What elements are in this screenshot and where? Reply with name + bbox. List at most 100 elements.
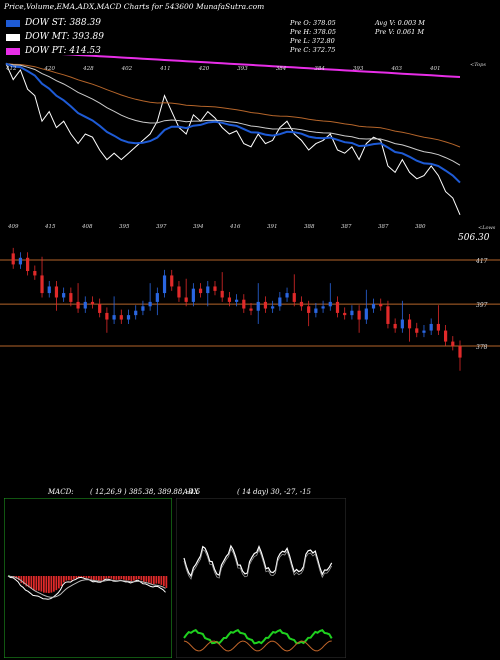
candle-body bbox=[407, 319, 412, 329]
low-label: 408 bbox=[81, 224, 93, 230]
ema-short-line bbox=[5, 62, 461, 184]
stat-pre-open: Pre O: 378.05 bbox=[290, 19, 336, 27]
candle-body bbox=[76, 301, 80, 309]
candle-body bbox=[393, 323, 397, 329]
top-label: 428 bbox=[82, 66, 94, 72]
price-marker: 506.30 bbox=[458, 233, 490, 243]
low-label: 380 bbox=[415, 224, 426, 230]
legend-dow-pt: DOW PT: 414.53 bbox=[6, 46, 101, 56]
candle-body bbox=[256, 301, 260, 311]
candle-body bbox=[69, 293, 73, 302]
top-label: 384 bbox=[276, 66, 287, 72]
top-label: 401 bbox=[429, 66, 441, 72]
top-label: 402 bbox=[121, 66, 133, 72]
macd-bar bbox=[90, 576, 93, 580]
macd-bar bbox=[153, 576, 155, 585]
macd-bar bbox=[113, 576, 115, 580]
candle-body bbox=[177, 286, 181, 298]
top-label: 393 bbox=[353, 66, 364, 72]
macd-bar bbox=[68, 576, 70, 581]
candle-body bbox=[227, 297, 231, 302]
candle-body bbox=[98, 304, 102, 313]
macd-bar bbox=[110, 576, 113, 579]
macd-chart bbox=[4, 498, 172, 658]
top-label: 420 bbox=[44, 66, 56, 72]
candle-body bbox=[134, 310, 138, 316]
low-label: 391 bbox=[267, 224, 278, 230]
macd-bar bbox=[120, 576, 123, 580]
candle-body bbox=[112, 315, 116, 320]
price-chart: 417 397 378 412 420 428 402 411 420 393 384 384 393… bbox=[0, 55, 500, 371]
candle-body bbox=[357, 310, 361, 320]
top-label: 403 bbox=[390, 66, 402, 72]
price-line bbox=[5, 63, 461, 215]
macd-bar bbox=[138, 576, 140, 580]
low-label: 387 bbox=[341, 224, 352, 230]
macd-bar bbox=[93, 576, 95, 581]
macd-bar bbox=[60, 576, 63, 587]
ema-long-line bbox=[5, 63, 461, 148]
candle-body bbox=[126, 315, 131, 320]
macd-bar bbox=[55, 576, 58, 591]
candle-body bbox=[422, 330, 426, 333]
stat-pre-volume: Pre V: 0.061 M bbox=[375, 28, 425, 36]
price-candles bbox=[11, 247, 462, 371]
macd-bar bbox=[103, 576, 105, 580]
candle-body bbox=[429, 323, 433, 331]
adx-lines bbox=[183, 544, 333, 652]
candle-body bbox=[90, 301, 95, 305]
tops-tag: <Tops bbox=[470, 62, 486, 68]
macd-bar bbox=[33, 576, 35, 591]
candle-body bbox=[184, 297, 188, 302]
stat-pre-low: Pre L: 372.80 bbox=[290, 37, 335, 45]
candle-body bbox=[54, 286, 59, 298]
legend-swatch-st bbox=[6, 19, 20, 27]
stat-avg-volume: Avg V: 0.003 M bbox=[375, 19, 425, 27]
macd-bar bbox=[25, 576, 28, 587]
macd-bar bbox=[123, 576, 125, 580]
level-label: 417 bbox=[475, 258, 488, 265]
macd-bar bbox=[115, 576, 118, 580]
macd-bar bbox=[150, 576, 153, 584]
adx-plus-di-line bbox=[183, 544, 333, 578]
candle-body bbox=[62, 293, 66, 298]
low-label: 415 bbox=[44, 224, 56, 230]
candle-body bbox=[141, 306, 145, 311]
macd-bar bbox=[18, 576, 20, 581]
macd-signal-line bbox=[7, 575, 166, 598]
candle-body bbox=[364, 308, 368, 320]
candle-body bbox=[451, 341, 455, 346]
candle-body bbox=[18, 257, 23, 265]
candle-body bbox=[271, 306, 275, 309]
level-label: 378 bbox=[476, 344, 488, 351]
macd-bar bbox=[58, 576, 60, 589]
candle-body bbox=[285, 293, 289, 298]
candle-body bbox=[307, 306, 311, 313]
macd-lines bbox=[7, 575, 166, 600]
candle-body bbox=[119, 315, 123, 320]
macd-bar bbox=[48, 576, 50, 594]
macd-bar bbox=[63, 576, 65, 583]
macd-bar bbox=[140, 576, 143, 581]
macd-bar bbox=[75, 576, 78, 579]
macd-bar bbox=[23, 576, 25, 585]
level-label: 397 bbox=[476, 302, 488, 309]
legend-swatch-mt bbox=[6, 33, 20, 41]
lows-tag: <Lows bbox=[478, 225, 496, 231]
candle-body bbox=[242, 299, 246, 309]
candle-body bbox=[278, 297, 282, 307]
macd-bar bbox=[148, 576, 150, 583]
chart-title: Price,Volume,EMA,ADX,MACD Charts for 543… bbox=[4, 2, 265, 11]
low-label: 409 bbox=[7, 224, 19, 230]
legend-swatch-pt bbox=[6, 47, 20, 55]
candle-body bbox=[314, 308, 318, 313]
macd-bar bbox=[38, 576, 40, 591]
ema-mid-line bbox=[5, 63, 461, 166]
candle-body bbox=[371, 304, 376, 309]
candle-body bbox=[415, 328, 419, 333]
macd-bar bbox=[85, 576, 88, 579]
macd-bar bbox=[43, 576, 45, 593]
macd-bar bbox=[45, 576, 48, 593]
candle-body bbox=[379, 304, 383, 307]
macd-bar bbox=[28, 576, 30, 588]
